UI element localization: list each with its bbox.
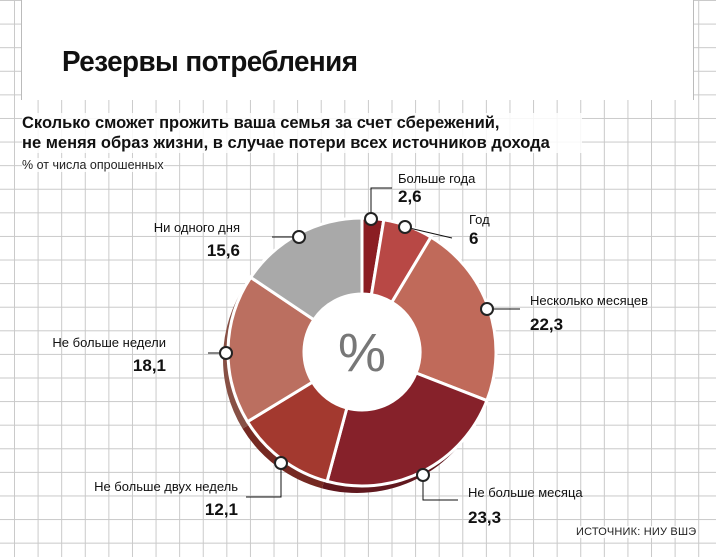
subtitle-line-1: Сколько сможет прожить ваша семья за сче…: [22, 114, 500, 132]
chart-subtitle: Сколько сможет прожить ваша семья за сче…: [22, 113, 582, 153]
subtitle-line-2: не меняя образ жизни, в случае потери вс…: [22, 134, 550, 152]
leader-dot-2: [480, 302, 494, 316]
leader-line-4: [246, 463, 282, 498]
source-note: ИСТОЧНИК: НИУ ВШЭ: [576, 526, 697, 538]
slice-label-4: Не больше двух недель: [94, 479, 238, 494]
slice-value-1: 6: [469, 229, 478, 248]
leader-line-1: [404, 226, 453, 239]
leader-line-0: [370, 187, 392, 219]
slice-value-0: 2,6: [398, 187, 422, 206]
leader-lines: [208, 187, 520, 501]
slice-label-5: Не больше недели: [52, 335, 166, 350]
title-panel: Резервы потребления: [21, 0, 694, 100]
leader-dot-0: [364, 212, 378, 226]
leader-dot-6: [292, 230, 306, 244]
leader-dot-3: [416, 468, 430, 482]
slice-value-2: 22,3: [530, 315, 563, 334]
leader-dot-5: [219, 346, 233, 360]
chart-title: Резервы потребления: [62, 46, 358, 78]
center-percent-label: %: [338, 323, 386, 383]
donut-slices: [226, 216, 498, 488]
slice-label-0: Больше года: [398, 171, 476, 186]
slice-value-3: 23,3: [468, 508, 501, 527]
slice-label-1: Год: [469, 212, 490, 227]
slice-label-2: Несколько месяцев: [530, 293, 648, 308]
units-note: % от числа опрошенных: [22, 158, 164, 172]
leader-line-3: [422, 475, 458, 501]
slice-value-4: 12,1: [205, 500, 238, 519]
leader-dot-4: [274, 456, 288, 470]
slice-value-5: 18,1: [133, 356, 166, 375]
slice-label-3: Не больше месяца: [468, 485, 583, 500]
donut-hole: [304, 294, 420, 410]
slice-label-6: Ни одного дня: [154, 220, 240, 235]
slice-value-6: 15,6: [207, 241, 240, 260]
leader-dot-1: [398, 220, 412, 234]
